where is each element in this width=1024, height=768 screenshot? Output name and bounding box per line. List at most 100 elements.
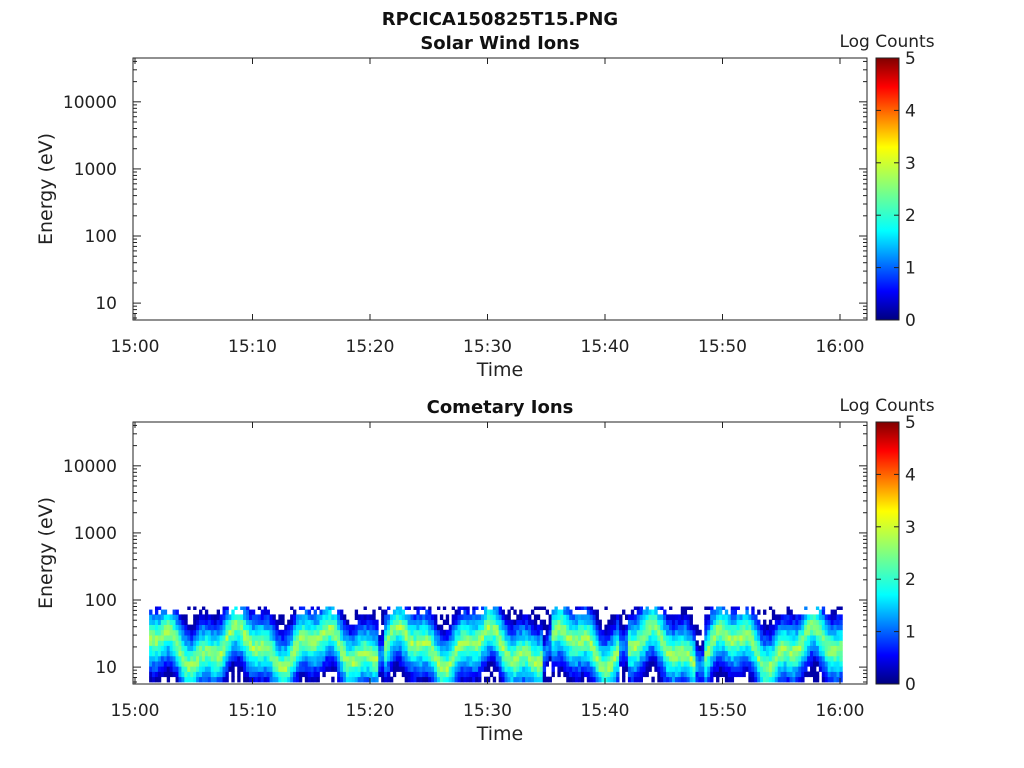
spectrogram-cell (478, 671, 482, 678)
spectrogram-cell (322, 655, 326, 662)
spectrogram-cell (563, 624, 567, 631)
spectrogram-cell (812, 676, 817, 683)
spectrogram-cell (340, 650, 344, 657)
spectrogram-cell (745, 606, 749, 610)
spectrogram-cell (572, 655, 576, 662)
spectrogram-cell (592, 640, 596, 646)
spectrogram-cell (580, 666, 585, 672)
spectrogram-cell (627, 666, 632, 672)
spectrogram-cell (525, 629, 529, 636)
spectrogram-cell (724, 629, 729, 636)
spectrogram-cell (313, 645, 317, 652)
spectrogram-cell (228, 650, 232, 657)
spectrogram-cell (557, 609, 561, 615)
spectrogram-cell (246, 676, 250, 683)
spectrogram-cell (475, 650, 479, 657)
spectrogram-cell (193, 655, 197, 662)
spectrogram-cell (760, 666, 764, 672)
spectrogram-cell (542, 650, 547, 657)
spectrogram-cell (342, 640, 347, 646)
spectrogram-cell (442, 635, 447, 641)
spectrogram-cell (387, 614, 391, 621)
spectrogram-cell (680, 606, 685, 610)
spectrogram-cell (187, 676, 191, 683)
spectrogram-cell (366, 629, 370, 636)
spectrogram-cell (522, 645, 526, 652)
spectrogram-cell (378, 640, 382, 646)
spectrogram-cell (695, 666, 699, 672)
spectrogram-cell (704, 666, 708, 672)
spectrogram-cell (295, 661, 300, 667)
spectrogram-cell (651, 614, 655, 621)
spectrogram-cell (736, 650, 740, 657)
spectrogram-cell (589, 671, 594, 678)
spectrogram-cell (533, 635, 538, 641)
spectrogram-cell (598, 619, 602, 625)
spectrogram-cell (319, 650, 323, 657)
spectrogram-cell (387, 629, 391, 636)
spectrogram-cell (398, 614, 403, 621)
spectrogram-cell (630, 619, 635, 625)
spectrogram-cell (771, 676, 776, 683)
spectrogram-cell (152, 650, 156, 657)
spectrogram-cell (818, 640, 823, 646)
spectrogram-cell (498, 666, 502, 672)
spectrogram-cell (677, 619, 682, 625)
spectrogram-cell (251, 655, 256, 662)
spectrogram-cell (610, 624, 614, 631)
spectrogram-cell (451, 666, 455, 672)
spectrogram-cell (363, 645, 367, 652)
spectrogram-cell (251, 666, 256, 672)
spectrogram-cell (372, 645, 376, 652)
spectrogram-cell (622, 676, 626, 683)
spectrogram-cell (721, 650, 726, 657)
spectrogram-cell (818, 635, 823, 641)
spectrogram-cell (586, 606, 591, 610)
spectrogram-cell (589, 650, 594, 657)
spectrogram-cell (154, 645, 159, 652)
spectrogram-cell (210, 661, 215, 667)
spectrogram-cell (492, 624, 497, 631)
spectrogram-cell (613, 640, 617, 646)
spectrogram-cell (431, 624, 435, 631)
spectrogram-cell (260, 609, 265, 615)
spectrogram-cell (451, 645, 455, 652)
spectrogram-cell (810, 661, 814, 667)
spectrogram-cell (469, 640, 473, 646)
spectrogram-cell (340, 655, 344, 662)
spectrogram-cell (190, 629, 194, 636)
spectrogram-cell (801, 655, 805, 662)
spectrogram-cell (560, 614, 564, 621)
spectrogram-cell (666, 650, 670, 657)
spectrogram-cell (513, 666, 517, 672)
spectrogram-cell (583, 645, 588, 652)
spectrogram-cell (533, 640, 538, 646)
spectrogram-cell (510, 666, 514, 672)
spectrogram-cell (181, 619, 185, 625)
spectrogram-cell (733, 655, 737, 662)
spectrogram-cell (163, 666, 168, 672)
spectrogram-cell (345, 645, 350, 652)
spectrogram-cell (325, 624, 329, 631)
spectrogram-cell (345, 671, 350, 678)
spectrogram-cell (577, 624, 582, 631)
spectrogram-cell (583, 619, 588, 625)
spectrogram-cell (795, 666, 799, 672)
spectrogram-cell (536, 624, 541, 631)
spectrogram-cell (439, 650, 444, 657)
spectrogram-cell (815, 655, 820, 662)
spectrogram-cell (639, 645, 643, 652)
spectrogram-cell (707, 650, 711, 657)
spectrogram-cell (436, 640, 441, 646)
spectrogram-cell (692, 671, 696, 678)
spectrogram-cell (513, 655, 517, 662)
spectrogram-cell (310, 661, 314, 667)
spectrogram-cell (807, 640, 811, 646)
spectrogram-cell (780, 650, 784, 657)
spectrogram-cell (733, 650, 737, 657)
spectrogram-cell (727, 655, 732, 662)
spectrogram-cell (724, 666, 729, 672)
spectrogram-cell (342, 629, 347, 636)
spectrogram-cell (184, 676, 188, 683)
spectrogram-cell (187, 635, 191, 641)
